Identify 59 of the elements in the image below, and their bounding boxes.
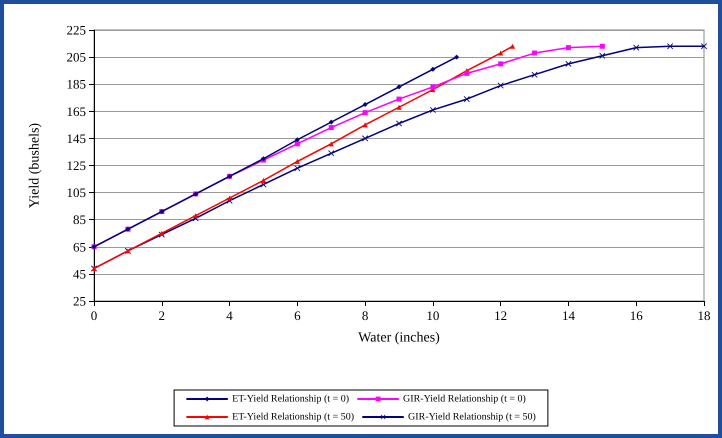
point xyxy=(532,50,538,56)
y-tick-label: 185 xyxy=(66,76,86,92)
point xyxy=(362,135,368,142)
legend-label: GIR-Yield Relationship (t = 50) xyxy=(408,412,536,422)
x-tick-label: 18 xyxy=(698,308,710,323)
point xyxy=(193,213,198,218)
x-tick-label: 12 xyxy=(494,308,508,323)
point xyxy=(328,141,334,146)
x-tick-label: 10 xyxy=(426,308,440,323)
x-tick-label: 8 xyxy=(362,308,368,323)
point xyxy=(396,96,402,102)
y-tick-label: 125 xyxy=(66,158,86,173)
point xyxy=(510,44,516,49)
y-tick-label: 85 xyxy=(73,212,86,228)
x-axis-title: Water (inches) xyxy=(358,330,440,346)
point xyxy=(498,61,504,66)
point xyxy=(396,120,402,126)
x-tick-label: 0 xyxy=(90,308,98,323)
point xyxy=(362,122,368,128)
point xyxy=(600,44,605,49)
point xyxy=(430,106,436,113)
point xyxy=(565,60,572,67)
legend-label: GIR-Yield Relationship (t = 0) xyxy=(403,394,526,404)
x-tick-label: 4 xyxy=(226,308,234,323)
point xyxy=(328,150,334,156)
point xyxy=(464,70,470,76)
y-tick-label: 165 xyxy=(66,104,86,119)
point xyxy=(260,178,266,183)
point xyxy=(294,165,300,172)
point xyxy=(430,66,436,72)
y-tick-label: 225 xyxy=(66,22,86,38)
y-tick-label: 105 xyxy=(66,185,86,200)
y-tick-label: 45 xyxy=(73,266,86,282)
point xyxy=(599,52,606,59)
point xyxy=(328,120,334,125)
y-tick-label: 205 xyxy=(66,50,86,65)
point xyxy=(328,125,334,130)
point xyxy=(227,196,232,201)
y-tick-label: 65 xyxy=(73,239,86,254)
legend-label: ET-Yield Relationship (t = 50) xyxy=(232,412,354,422)
point xyxy=(430,84,436,90)
point xyxy=(396,84,402,90)
y-tick-label: 145 xyxy=(66,130,86,146)
point xyxy=(294,141,300,146)
legend-label: ET-Yield Relationship (t = 0) xyxy=(232,394,350,404)
point xyxy=(498,50,504,56)
point xyxy=(454,54,460,60)
point xyxy=(294,137,300,142)
point xyxy=(396,104,402,110)
point xyxy=(566,45,571,50)
y-tick-label: 25 xyxy=(73,294,86,308)
point xyxy=(362,110,368,116)
x-tick-label: 6 xyxy=(294,308,302,323)
y-axis-title: Yield (bushels) xyxy=(28,122,42,208)
x-tick-label: 16 xyxy=(630,308,644,323)
point xyxy=(294,158,300,164)
point xyxy=(362,102,368,108)
x-tick-label: 2 xyxy=(158,308,166,323)
x-tick-label: 14 xyxy=(562,308,576,323)
